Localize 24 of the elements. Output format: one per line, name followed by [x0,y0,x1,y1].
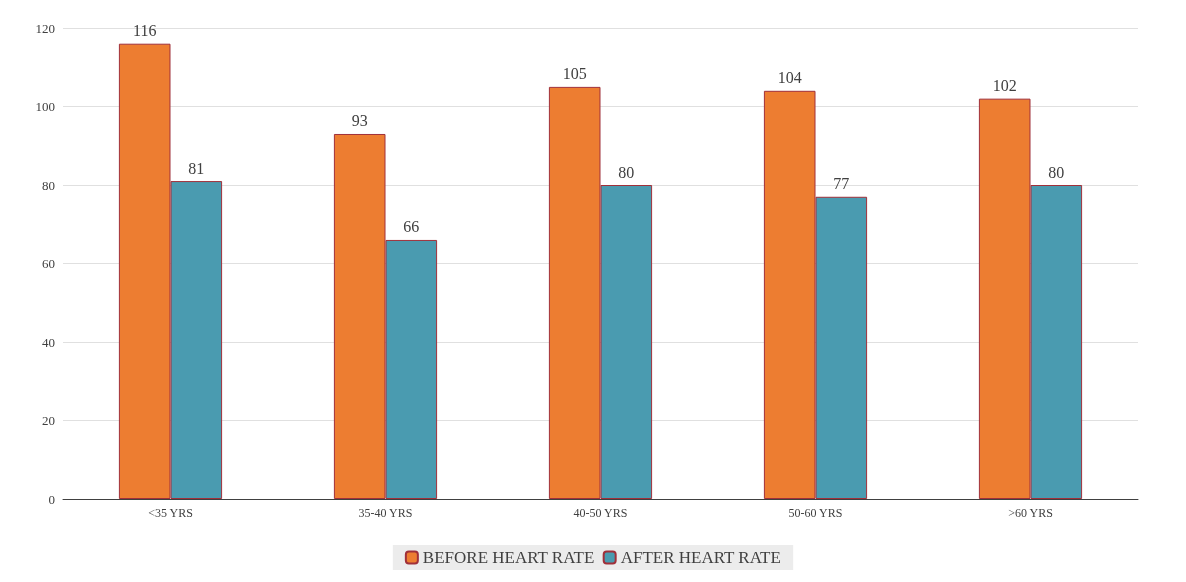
legend-label: BEFORE HEART RATE [422,548,595,567]
data-label: 104 [777,69,802,87]
data-label: 81 [188,159,205,177]
data-label: 66 [403,218,420,236]
x-tick-label: 40-50 YRS [573,506,628,520]
y-tick-label: 20 [42,413,55,428]
x-tick-label: 35-40 YRS [358,506,413,520]
data-label: 116 [133,22,157,40]
x-tick-label: <35 YRS [148,506,193,520]
x-tick-label: >60 YRS [1008,506,1053,520]
data-label: 105 [562,65,587,83]
data-label: 102 [992,77,1017,95]
data-label: 77 [833,175,850,193]
y-tick-label: 80 [42,177,55,193]
y-tick-label: 60 [42,256,55,271]
x-tick-label: 50-60 YRS [788,506,843,520]
data-label: 93 [351,112,368,130]
data-label: 80 [1048,163,1065,181]
legend-label: AFTER HEART RATE [620,548,781,567]
y-tick-label: 100 [35,99,55,114]
y-tick-label: 120 [35,20,55,36]
y-tick-label: 0 [48,491,55,507]
data-label: 80 [618,163,635,181]
y-tick-label: 40 [42,334,55,350]
